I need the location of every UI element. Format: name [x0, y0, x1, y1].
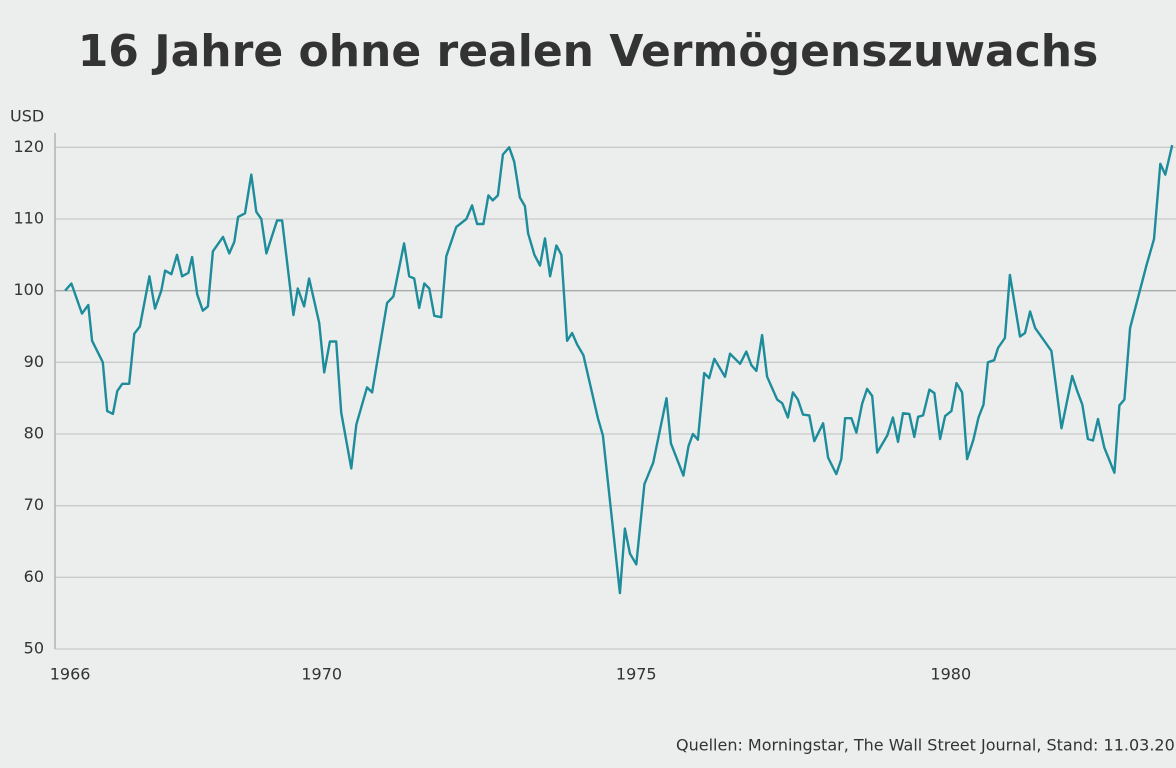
- x-tick-label: 1966: [50, 665, 91, 684]
- y-tick-label: 50: [24, 639, 44, 658]
- y-tick-label: 90: [24, 352, 44, 371]
- x-tick-label: 1980: [930, 665, 971, 684]
- x-tick-label: 1970: [301, 665, 342, 684]
- chart-title: 16 Jahre ohne realen Vermögenszuwachs: [78, 26, 1099, 77]
- y-tick-label: 70: [24, 495, 44, 514]
- y-tick-label: 120: [13, 137, 44, 156]
- x-tick-label: 1975: [616, 665, 657, 684]
- y-tick-label: 80: [24, 424, 44, 443]
- source-note: Quellen: Morningstar, The Wall Street Jo…: [676, 736, 1176, 755]
- y-tick-label: 60: [24, 567, 44, 586]
- line-series: [64, 144, 1174, 595]
- y-axis-label: USD: [10, 107, 44, 126]
- y-tick-label: 100: [13, 280, 44, 299]
- y-tick-label: 110: [13, 209, 44, 228]
